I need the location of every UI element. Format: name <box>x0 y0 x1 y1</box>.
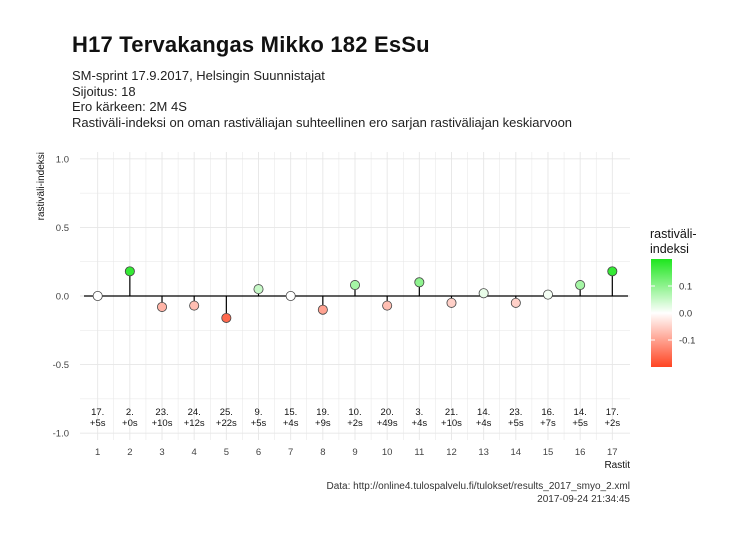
rank-label-16: 14. <box>574 407 587 418</box>
y-tick-label: 0.5 <box>56 223 69 234</box>
diff-label-17: +2s <box>605 418 621 429</box>
legend-colorbar <box>651 259 672 367</box>
rank-label-3: 23. <box>155 407 168 418</box>
x-tick-label: 1 <box>95 447 100 458</box>
legend-title-line1: rastiväli- <box>650 227 697 241</box>
y-tick-label: 0.0 <box>56 292 69 303</box>
diff-label-6: +5s <box>251 418 267 429</box>
timestamp: 2017-09-24 21:34:45 <box>537 494 630 505</box>
rank-label-2: 2. <box>126 407 134 418</box>
legend-tick-label: 0.0 <box>679 309 692 320</box>
x-tick-label: 7 <box>288 447 293 458</box>
point-rasti-6 <box>253 284 264 295</box>
point-rasti-3 <box>157 301 168 312</box>
rank-label-12: 21. <box>445 407 458 418</box>
diff-label-1: +5s <box>90 418 106 429</box>
diff-label-9: +2s <box>347 418 363 429</box>
subtitle-line-position: Sijoitus: 18 <box>72 83 136 99</box>
diff-label-8: +9s <box>315 418 331 429</box>
x-tick-label: 6 <box>256 447 261 458</box>
diff-label-14: +5s <box>508 418 524 429</box>
point-rasti-4 <box>189 300 200 311</box>
x-tick-label: 13 <box>478 447 489 458</box>
point-rasti-17 <box>607 266 618 277</box>
diff-label-2: +0s <box>122 418 138 429</box>
point-rasti-12 <box>446 297 457 308</box>
caption: Data: http://online4.tulospalvelu.fi/tul… <box>326 480 630 506</box>
point-rasti-9 <box>349 280 360 291</box>
point-rasti-8 <box>317 304 328 315</box>
rank-label-15: 16. <box>541 407 554 418</box>
axes: -1.0-0.50.00.51.01 2 3 4 5 6 7 8 9 10 11 12 13 14 15 16… <box>36 152 630 471</box>
point-rasti-15 <box>542 289 553 300</box>
legend-title-line2: indeksi <box>650 242 689 256</box>
point-rasti-2 <box>124 266 135 277</box>
diff-label-12: +10s <box>441 418 462 429</box>
rank-label-9: 10. <box>348 407 361 418</box>
point-rasti-5 <box>221 312 232 323</box>
x-tick-label: 9 <box>352 447 357 458</box>
rank-label-1: 17. <box>91 407 104 418</box>
diff-label-10: +49s <box>377 418 398 429</box>
diff-label-4: +12s <box>184 418 205 429</box>
rank-label-7: 15. <box>284 407 297 418</box>
x-tick-label: 14 <box>511 447 522 458</box>
point-rasti-14 <box>510 297 521 308</box>
legend-tick-label: -0.1 <box>679 336 695 347</box>
rank-label-10: 20. <box>381 407 394 418</box>
diff-label-7: +4s <box>283 418 299 429</box>
chart-subtitle: SM-sprint 17.9.2017, Helsingin Suunnista… <box>72 68 572 130</box>
x-tick-label: 16 <box>575 447 586 458</box>
chart-title: H17 Tervakangas Mikko 182 EsSu <box>72 32 430 57</box>
x-tick-label: 5 <box>224 447 229 458</box>
point-rasti-16 <box>575 280 586 291</box>
x-tick-label: 10 <box>382 447 393 458</box>
rank-label-13: 14. <box>477 407 490 418</box>
diff-label-15: +7s <box>540 418 556 429</box>
rank-label-4: 24. <box>188 407 201 418</box>
x-tick-label: 17 <box>607 447 618 458</box>
points <box>92 266 618 323</box>
diff-label-13: +4s <box>476 418 492 429</box>
data-source: Data: http://online4.tulospalvelu.fi/tul… <box>326 481 630 492</box>
rank-label-14: 23. <box>509 407 522 418</box>
point-rasti-13 <box>478 288 489 299</box>
point-labels: 17.+5s2.+0s23.+10s24.+12s25.+22s9.+5s15.… <box>90 407 620 429</box>
subtitle-line-description: Rastiväli-indeksi on oman rastiväliajan … <box>72 114 573 130</box>
rank-label-6: 9. <box>255 407 263 418</box>
subtitle-line-event: SM-sprint 17.9.2017, Helsingin Suunnista… <box>72 68 325 83</box>
subtitle-line-gap: Ero kärkeen: 2M 4S <box>72 99 187 114</box>
x-tick-label: 2 <box>127 447 132 458</box>
x-tick-label: 4 <box>192 447 197 458</box>
y-tick-label: 1.0 <box>56 154 69 165</box>
legend-tick-label: 0.1 <box>679 282 692 293</box>
legend: rastiväli-indeksi 0.1 0.0 -0.1 <box>650 227 697 367</box>
point-rasti-7 <box>285 290 296 301</box>
x-tick-label: 11 <box>414 447 424 458</box>
x-tick-label: 3 <box>159 447 164 458</box>
y-axis-title: rastiväli-indeksi <box>36 152 47 220</box>
x-tick-label: 8 <box>320 447 325 458</box>
diff-label-3: +10s <box>152 418 173 429</box>
rank-label-17: 17. <box>606 407 619 418</box>
diff-label-16: +5s <box>572 418 588 429</box>
x-tick-label: 12 <box>446 447 457 458</box>
x-axis-title: Rastit <box>604 460 630 471</box>
diff-label-5: +22s <box>216 418 237 429</box>
point-rasti-1 <box>92 290 103 301</box>
diff-label-11: +4s <box>412 418 428 429</box>
point-rasti-11 <box>414 277 425 288</box>
point-rasti-10 <box>382 300 393 311</box>
y-tick-label: -0.5 <box>53 360 69 371</box>
rank-label-8: 19. <box>316 407 329 418</box>
y-tick-label: -1.0 <box>53 429 69 440</box>
x-tick-label: 15 <box>543 447 554 458</box>
rank-label-11: 3. <box>415 407 423 418</box>
rank-label-5: 25. <box>220 407 233 418</box>
